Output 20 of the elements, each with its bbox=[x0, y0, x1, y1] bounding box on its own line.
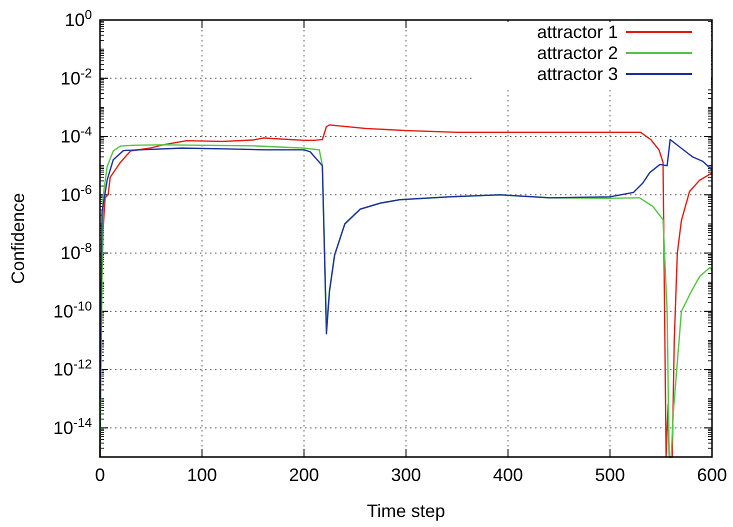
x-tick-label: 400 bbox=[492, 465, 524, 485]
x-tick-label: 200 bbox=[288, 465, 320, 485]
x-tick-label: 600 bbox=[696, 465, 728, 485]
x-tick-label: 100 bbox=[186, 465, 218, 485]
y-tick-label: 10$^{-2}$ bbox=[60, 64, 92, 88]
y-tick-label: 10$^{-12}$ bbox=[53, 356, 92, 380]
y-tick-label: 10$^{-10}$ bbox=[53, 298, 92, 322]
y-tick-label: 10$^{-14}$ bbox=[53, 414, 92, 438]
legend-label: attractor 1 bbox=[536, 22, 618, 42]
legend-label: attractor 2 bbox=[536, 43, 618, 63]
y-tick-label: 10$^{-4}$ bbox=[60, 123, 92, 147]
x-tick-label: 500 bbox=[594, 465, 626, 485]
x-axis-title: Time step bbox=[366, 501, 446, 521]
legend-label: attractor 3 bbox=[536, 64, 618, 84]
y-tick-label: 10$^{-8}$ bbox=[60, 240, 92, 264]
y-tick-label: 10$^{0}$ bbox=[64, 6, 92, 30]
y-tick-label: 10$^{-6}$ bbox=[60, 181, 92, 205]
x-tick-label: 0 bbox=[94, 465, 106, 485]
x-tick-label: 300 bbox=[390, 465, 422, 485]
y-axis-title: Confidence bbox=[8, 192, 28, 284]
